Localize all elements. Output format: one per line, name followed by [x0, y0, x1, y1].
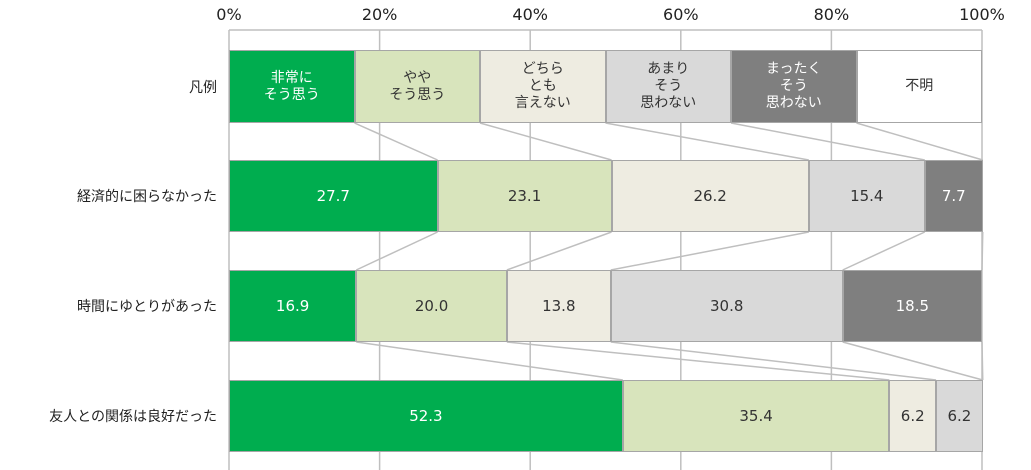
y-tick-label: 時間にゆとりがあった: [77, 299, 217, 315]
bar-segment: 23.1: [437, 160, 612, 232]
legend-entry: まったく そう 思わない: [731, 50, 857, 123]
connector-line: [356, 341, 623, 381]
connector-line: [610, 341, 937, 381]
data-label: 35.4: [739, 406, 773, 425]
y-tick-label: 経済的に困らなかった: [77, 189, 217, 205]
bar-segment: 15.4: [808, 160, 925, 232]
data-label: 52.3: [409, 406, 443, 425]
connector-line: [605, 122, 809, 161]
legend-entry: 非常に そう思う: [229, 50, 355, 123]
legend-entry: どちら とも 言えない: [480, 50, 606, 123]
legend-entry: やや そう思う: [354, 50, 480, 123]
data-label: 27.7: [316, 186, 350, 205]
connector-line: [856, 122, 983, 161]
y-tick-label: 友人との関係は良好だった: [49, 409, 217, 425]
data-label: 23.1: [507, 186, 542, 205]
data-label: 7.7: [941, 186, 966, 205]
bar-segment: 13.8: [506, 270, 611, 342]
legend-label: 凡例: [189, 79, 217, 96]
connector-line: [842, 341, 983, 381]
data-label: 15.4: [850, 186, 884, 205]
x-tick-label: 0%: [216, 5, 242, 24]
connector-line: [842, 231, 926, 271]
bar-segment: 16.9: [229, 270, 357, 342]
connector-line: [981, 341, 984, 381]
bar-segment: 30.8: [610, 270, 843, 342]
connector-line: [610, 231, 809, 271]
data-label: 13.8: [542, 296, 576, 315]
bar-segment: 52.3: [229, 380, 623, 452]
data-label: 6.2: [947, 406, 972, 425]
x-tick-label: 80%: [813, 5, 850, 24]
legend-entry: 不明: [856, 50, 982, 123]
x-tick-label: 40%: [512, 5, 548, 24]
bar-segment: 35.4: [622, 380, 890, 452]
bar-segment: 18.5: [842, 270, 982, 342]
data-label: 18.5: [895, 296, 930, 315]
bar-segment: 26.2: [611, 160, 809, 232]
data-label: 30.8: [710, 296, 744, 315]
bar-segment: 6.2: [889, 380, 937, 452]
connector-line: [479, 122, 612, 161]
connector-line: [730, 122, 925, 161]
bar-segment: 20.0: [356, 270, 507, 342]
connector-line: [506, 231, 612, 271]
bar-segment: 27.7: [229, 160, 438, 232]
bar-segment: 7.7: [924, 160, 983, 232]
data-label: 16.9: [275, 296, 310, 315]
bar-segment: 6.2: [936, 380, 983, 452]
connector-line: [355, 231, 438, 271]
x-tick-label: 100%: [959, 5, 1005, 24]
connector-line: [506, 341, 890, 381]
legend-entry: あまり そう 思わない: [605, 50, 731, 123]
x-tick-label: 20%: [361, 5, 398, 24]
connector-line: [354, 122, 438, 161]
data-label: 6.2: [900, 406, 925, 425]
connector-line: [981, 231, 984, 271]
data-label: 26.2: [693, 186, 727, 205]
x-tick-label: 60%: [663, 5, 699, 24]
data-label: 20.0: [414, 296, 449, 315]
